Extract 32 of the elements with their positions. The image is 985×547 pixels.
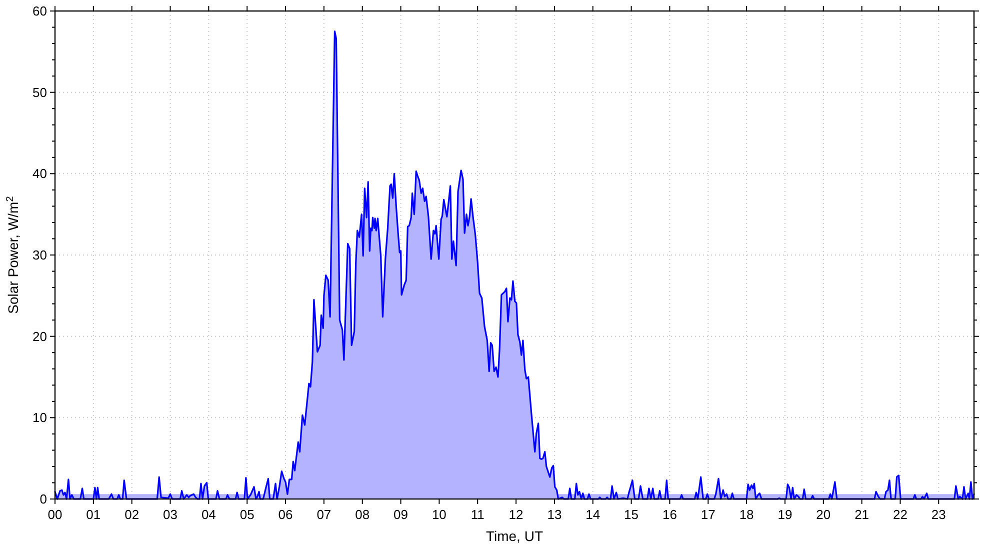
y-tick-label: 50 bbox=[32, 84, 47, 100]
x-tick-label: 03 bbox=[163, 507, 178, 522]
x-tick-label: 06 bbox=[278, 507, 293, 522]
y-tick-label: 0 bbox=[40, 492, 47, 507]
x-tick-label: 07 bbox=[316, 507, 332, 522]
x-tick-label: 20 bbox=[816, 507, 831, 522]
x-tick-label: 17 bbox=[700, 507, 716, 522]
x-tick-label: 22 bbox=[893, 507, 908, 522]
x-tick-label: 01 bbox=[86, 507, 101, 522]
y-tick-label: 10 bbox=[32, 410, 47, 426]
x-tick-label: 13 bbox=[547, 507, 562, 522]
y-tick-label: 20 bbox=[32, 328, 47, 344]
y-tick-label: 60 bbox=[32, 4, 47, 19]
x-tick-label: 21 bbox=[854, 507, 870, 522]
x-tick-label: 09 bbox=[394, 507, 408, 522]
x-tick-label: 04 bbox=[201, 507, 216, 522]
x-tick-label: 12 bbox=[508, 507, 524, 522]
x-tick-label: 15 bbox=[624, 507, 639, 522]
x-tick-label: 16 bbox=[662, 507, 677, 522]
x-tick-label: 10 bbox=[432, 507, 446, 522]
x-tick-label: 23 bbox=[931, 507, 946, 522]
x-tick-label: 05 bbox=[240, 507, 254, 522]
x-axis-title: Time, UT bbox=[486, 528, 544, 544]
x-tick-label: 11 bbox=[470, 507, 484, 522]
x-tick-label: 19 bbox=[778, 507, 792, 522]
x-tick-label: 18 bbox=[739, 507, 754, 522]
x-tick-label: 00 bbox=[48, 507, 62, 522]
x-tick-label: 14 bbox=[586, 507, 600, 522]
x-tick-label: 02 bbox=[124, 507, 140, 522]
y-tick-label: 40 bbox=[32, 166, 47, 182]
y-tick-label: 30 bbox=[32, 248, 47, 263]
x-tick-label: 08 bbox=[355, 507, 370, 522]
